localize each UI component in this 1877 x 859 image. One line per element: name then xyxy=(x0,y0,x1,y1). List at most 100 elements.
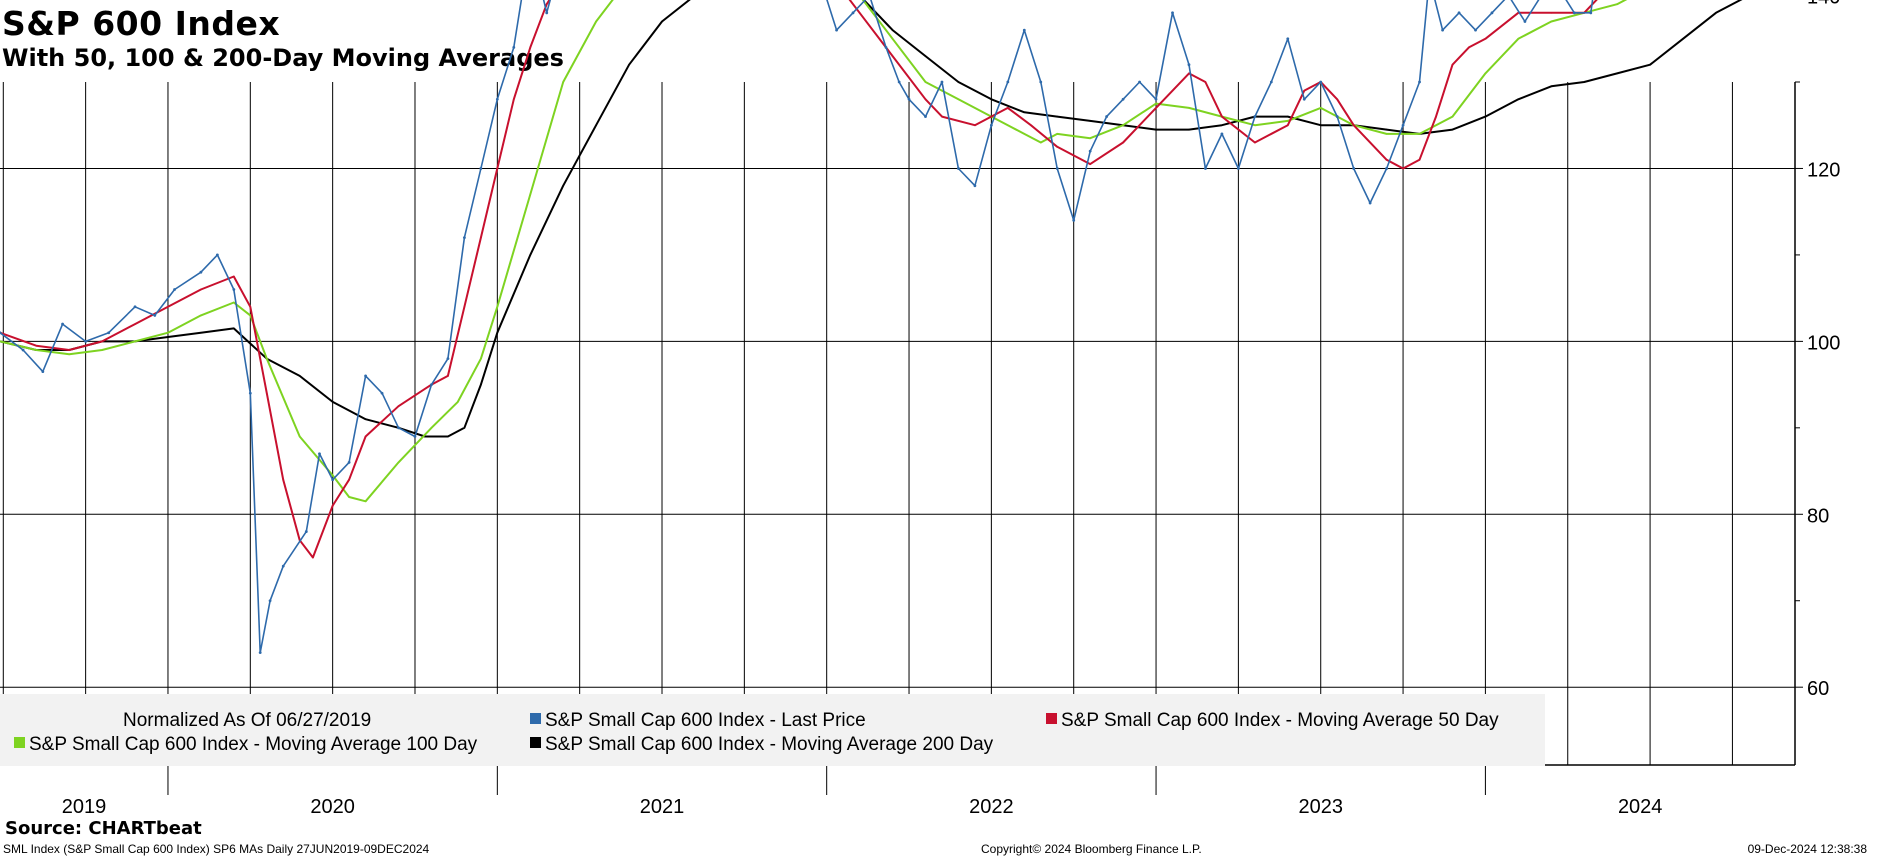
data-point-ma50 xyxy=(1336,98,1338,101)
data-point-price xyxy=(1401,123,1405,127)
data-point-ma200 xyxy=(233,327,235,330)
data-point-price xyxy=(318,452,321,456)
data-point-ma100 xyxy=(1254,124,1256,127)
data-point-ma50 xyxy=(1122,141,1124,144)
data-point-ma50 xyxy=(858,12,861,14)
x-year-label: 2020 xyxy=(310,796,355,818)
data-point-price xyxy=(479,167,483,170)
series-line-ma100 xyxy=(0,0,1628,503)
data-point-price xyxy=(380,391,384,395)
chart-title: S&P 600 Index xyxy=(2,4,281,43)
data-point-ma200 xyxy=(496,331,499,334)
data-point-ma50 xyxy=(545,3,548,5)
data-point-ma50 xyxy=(348,478,350,481)
data-point-ma50 xyxy=(1352,124,1355,127)
data-point-ma200 xyxy=(1221,124,1223,127)
data-point-ma100 xyxy=(957,98,960,101)
data-point-ma200 xyxy=(1023,111,1026,114)
data-point-price xyxy=(1385,167,1388,170)
data-point-ma200 xyxy=(167,336,169,338)
data-point-price xyxy=(897,80,901,84)
data-point-ma100 xyxy=(1056,133,1059,135)
data-point-ma50 xyxy=(496,167,499,170)
data-point-price xyxy=(1121,97,1125,101)
data-point-ma50 xyxy=(1451,63,1454,66)
legend-swatch-ma200 xyxy=(530,737,541,748)
data-point-ma50 xyxy=(249,305,252,308)
data-point-ma50 xyxy=(1188,72,1190,75)
data-point-ma50 xyxy=(512,98,515,101)
series-line-ma200 xyxy=(0,0,1743,438)
data-point-price xyxy=(232,288,236,291)
data-point-price xyxy=(304,530,308,533)
data-point-ma50 xyxy=(1155,107,1157,109)
data-point-price xyxy=(61,322,64,326)
data-point-ma100 xyxy=(529,193,532,196)
ytick-label-60: 60 xyxy=(1807,678,1829,700)
data-point-ma50 xyxy=(364,435,367,438)
legend-panel xyxy=(0,694,1545,766)
data-point-ma100 xyxy=(1550,20,1553,23)
data-point-price xyxy=(1523,20,1527,23)
security-description: SML Index (S&P Small Cap 600 Index) SP6 … xyxy=(3,842,430,856)
data-point-ma50 xyxy=(312,556,314,559)
legend-label-ma200: S&P Small Cap 600 Index - Moving Average… xyxy=(545,734,994,755)
ytick-label-120: 120 xyxy=(1807,159,1840,181)
data-point-price xyxy=(1418,80,1421,84)
data-point-price xyxy=(1302,97,1306,101)
data-point-ma50 xyxy=(924,98,927,101)
data-point-ma100 xyxy=(331,474,334,477)
data-point-price xyxy=(940,80,944,84)
data-point-ma200 xyxy=(661,20,663,23)
data-point-ma200 xyxy=(1517,98,1520,101)
data-point-ma50 xyxy=(101,340,103,343)
data-point-ma50 xyxy=(891,55,894,57)
data-point-ma200 xyxy=(562,184,565,187)
data-point-price xyxy=(924,115,927,118)
data-point-ma100 xyxy=(1089,137,1091,139)
data-point-price xyxy=(1457,11,1461,15)
data-point-ma50 xyxy=(233,275,235,278)
data-point-ma200 xyxy=(957,81,960,83)
data-point-ma50 xyxy=(480,236,482,239)
data-point-ma100 xyxy=(233,301,235,304)
data-point-ma100 xyxy=(1418,133,1421,135)
data-point-price xyxy=(1088,149,1092,153)
data-point-ma50 xyxy=(1204,81,1207,83)
data-point-ma50 xyxy=(1468,46,1470,49)
data-point-ma100 xyxy=(101,349,103,351)
data-point-ma100 xyxy=(1385,133,1388,135)
data-point-ma100 xyxy=(1039,141,1042,144)
data-point-ma50 xyxy=(35,344,38,347)
data-point-ma50 xyxy=(1484,37,1487,40)
data-point-price xyxy=(364,374,367,378)
data-point-price xyxy=(957,167,960,170)
data-point-ma100 xyxy=(1286,120,1289,122)
legend-label-ma100: S&P Small Cap 600 Index - Moving Average… xyxy=(29,734,478,755)
data-point-price xyxy=(1319,80,1323,84)
data-point-price xyxy=(397,426,400,430)
data-point-ma50 xyxy=(974,124,976,127)
data-point-ma50 xyxy=(1550,12,1553,14)
data-point-ma200 xyxy=(1484,115,1487,118)
data-point-ma100 xyxy=(397,461,400,464)
data-point-ma50 xyxy=(463,305,466,308)
data-point-ma50 xyxy=(1089,163,1091,165)
data-point-ma50 xyxy=(1007,107,1009,109)
legend-swatch-ma100 xyxy=(14,737,25,748)
x-year-label: 2024 xyxy=(1618,796,1663,818)
data-point-price xyxy=(512,46,516,49)
data-point-price xyxy=(1572,11,1576,15)
data-point-ma100 xyxy=(496,305,499,308)
data-point-ma100 xyxy=(1122,124,1124,127)
data-point-ma200 xyxy=(628,63,630,66)
data-point-price xyxy=(1335,115,1339,118)
data-point-ma50 xyxy=(397,405,400,408)
data-point-price xyxy=(851,11,855,15)
data-point-price xyxy=(1138,80,1141,84)
data-point-ma200 xyxy=(891,29,894,31)
ytick-label-80: 80 xyxy=(1807,505,1829,527)
data-point-price xyxy=(1490,11,1494,15)
data-point-ma100 xyxy=(595,20,597,23)
timestamp: 09-Dec-2024 12:38:38 xyxy=(1747,842,1867,856)
